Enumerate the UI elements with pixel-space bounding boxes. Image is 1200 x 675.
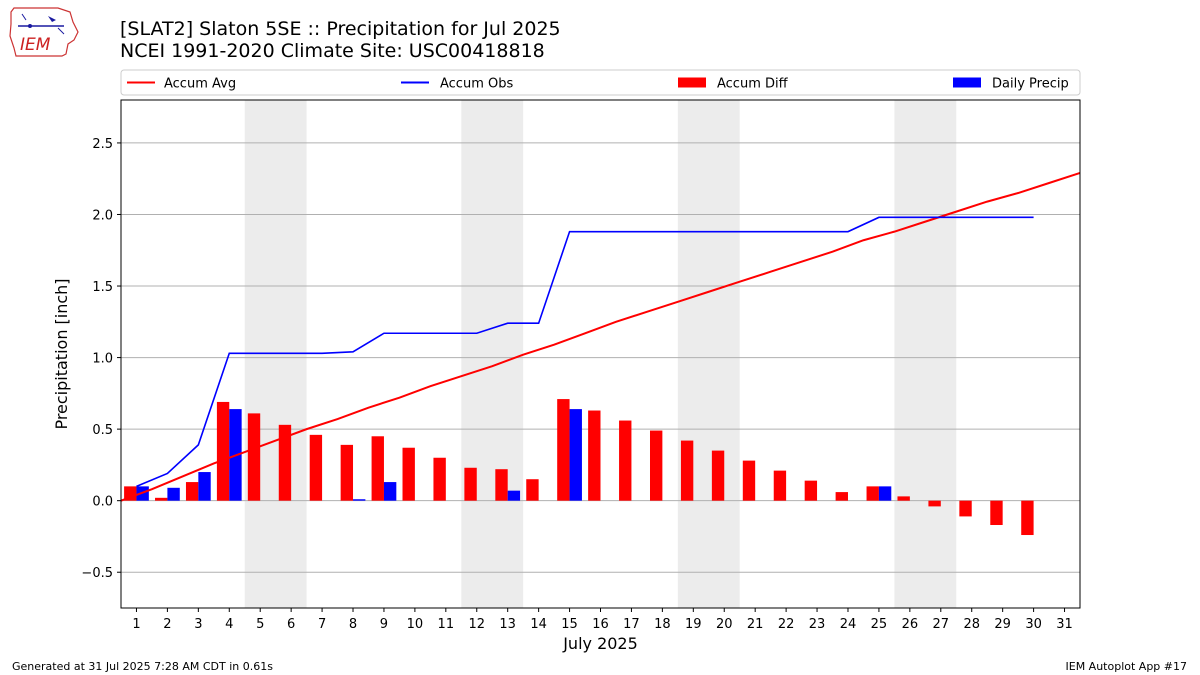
x-tick-label: 9 <box>380 617 388 632</box>
x-tick-label: 19 <box>685 617 702 632</box>
x-tick-label: 5 <box>256 617 264 632</box>
x-tick-label: 8 <box>349 617 357 632</box>
accum-obs-line <box>136 216 1034 488</box>
accum-avg-line <box>120 172 1081 502</box>
accum-diff-bar <box>216 401 230 501</box>
logo-text: IEM <box>20 35 51 55</box>
accum-diff-bar <box>804 480 818 501</box>
weekend-shade-band <box>894 100 957 608</box>
x-tick-label: 28 <box>963 617 980 632</box>
x-tick-label: 17 <box>623 617 640 632</box>
x-tick-label: 14 <box>530 617 547 632</box>
x-tick-label: 16 <box>592 617 609 632</box>
accum-diff-bar <box>247 413 261 501</box>
legend-label: Accum Obs <box>440 77 513 92</box>
legend-bar-swatch <box>678 77 706 88</box>
y-axis-label: Precipitation [inch] <box>52 278 71 429</box>
title-line-2: NCEI 1991-2020 Climate Site: USC00418818 <box>120 40 545 62</box>
legend-label: Daily Precip <box>992 77 1069 92</box>
x-tick-label: 15 <box>561 617 578 632</box>
x-tick-label: 20 <box>716 617 733 632</box>
accum-diff-bar <box>309 434 323 501</box>
accum-diff-bar <box>371 436 384 501</box>
accum-diff-bar <box>433 457 446 501</box>
x-tick-label: 31 <box>1056 617 1073 632</box>
accum-diff-bar <box>402 447 415 501</box>
y-tick-label: 1.0 <box>92 352 113 367</box>
accum-diff-bar <box>649 430 663 501</box>
x-axis-label: July 2025 <box>562 634 638 653</box>
daily-precip-bar <box>507 490 521 501</box>
footer-generated: Generated at 31 Jul 2025 7:28 AM CDT in … <box>12 660 273 673</box>
iem-logo: IEM <box>8 6 80 60</box>
x-tick-label: 11 <box>438 617 455 632</box>
accum-diff-bar <box>897 496 910 501</box>
x-tick-label: 29 <box>994 617 1011 632</box>
weekend-shade-band <box>677 100 740 608</box>
x-tick-label: 3 <box>194 617 202 632</box>
x-tick-label: 26 <box>902 617 919 632</box>
accum-diff-bar <box>742 460 756 501</box>
footer-app-id: IEM Autoplot App #17 <box>1065 660 1188 673</box>
x-tick-label: 18 <box>654 617 671 632</box>
accum-diff-bar <box>185 482 199 501</box>
x-tick-label: 1 <box>132 617 140 632</box>
x-tick-label: 23 <box>809 617 826 632</box>
accum-diff-bar <box>1021 500 1034 536</box>
accum-diff-bar <box>526 479 539 501</box>
accum-diff-bar <box>835 492 848 501</box>
title-line-1: [SLAT2] Slaton 5SE :: Precipitation for … <box>120 18 561 40</box>
x-tick-label: 13 <box>499 617 516 632</box>
weekend-shade-band <box>461 100 524 608</box>
x-tick-label: 24 <box>840 617 857 632</box>
accum-diff-bar <box>340 444 354 501</box>
accum-diff-bar <box>928 500 941 507</box>
accum-diff-bar <box>619 420 632 501</box>
legend-label: Accum Diff <box>717 77 789 92</box>
daily-precip-bar <box>167 487 180 501</box>
y-tick-label: 0.5 <box>92 423 113 438</box>
accum-diff-bar <box>155 497 168 501</box>
x-tick-label: 2 <box>163 617 171 632</box>
accum-diff-bar <box>959 500 972 517</box>
y-tick-label: 2.5 <box>92 137 113 152</box>
x-tick-label: 6 <box>287 617 295 632</box>
x-tick-label: 30 <box>1025 617 1042 632</box>
x-tick-label: 12 <box>468 617 485 632</box>
accum-diff-bar <box>990 500 1003 526</box>
y-tick-label: 1.5 <box>92 280 113 295</box>
daily-precip-bar <box>353 499 366 501</box>
accum-diff-bar <box>588 410 601 501</box>
accum-diff-bar <box>495 469 508 501</box>
legend-label: Accum Avg <box>164 77 236 92</box>
daily-precip-bar <box>198 472 211 501</box>
x-tick-label: 22 <box>778 617 795 632</box>
accum-diff-bar <box>557 399 570 501</box>
x-tick-label: 25 <box>871 617 888 632</box>
accum-diff-bar <box>773 470 787 501</box>
chart-title: [SLAT2] Slaton 5SE :: Precipitation for … <box>120 18 561 62</box>
accum-diff-bar <box>711 450 725 501</box>
daily-precip-bar <box>569 409 582 501</box>
accum-diff-bar <box>278 424 292 501</box>
accum-diff-bar <box>866 486 879 501</box>
y-tick-label: −0.5 <box>81 566 113 581</box>
y-tick-label: 2.0 <box>92 208 113 223</box>
daily-precip-bar <box>383 482 397 501</box>
x-tick-label: 27 <box>933 617 950 632</box>
iem-iowa-logo-icon: IEM <box>9 7 79 57</box>
y-tick-label: 0.0 <box>92 495 113 510</box>
accum-diff-bar <box>464 467 477 501</box>
daily-precip-bar <box>878 486 892 501</box>
x-tick-label: 7 <box>318 617 326 632</box>
x-tick-label: 21 <box>747 617 764 632</box>
accum-diff-bar <box>680 440 694 501</box>
x-tick-label: 10 <box>407 617 424 632</box>
legend-box <box>120 69 1081 96</box>
legend-bar-swatch <box>953 77 981 88</box>
x-tick-label: 4 <box>225 617 233 632</box>
